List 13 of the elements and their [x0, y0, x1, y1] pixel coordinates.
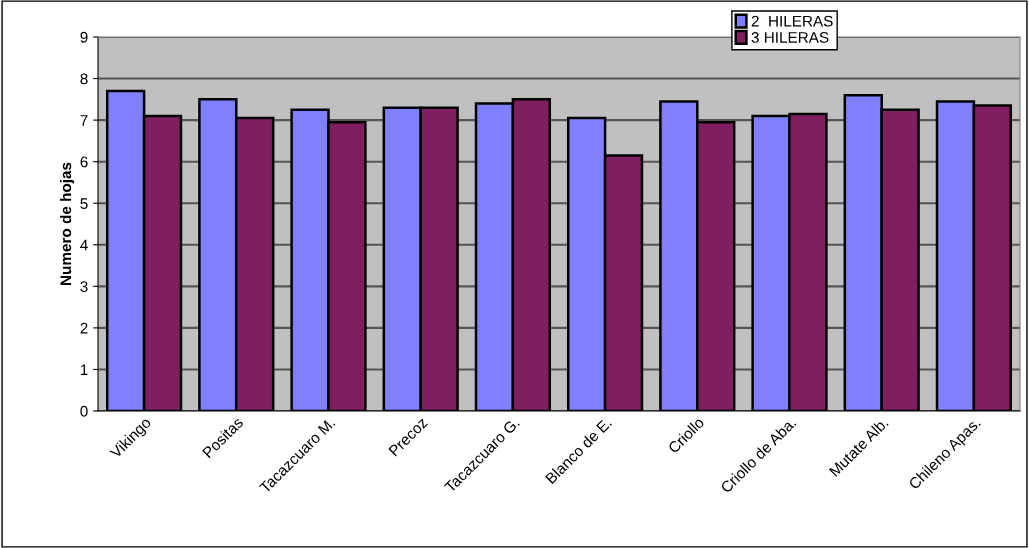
y-axis-title: Numero de hojas — [59, 162, 75, 285]
y-tick-label: 0 — [80, 405, 88, 417]
y-tick-label: 1 — [80, 364, 88, 375]
y-tick-label: 8 — [80, 73, 88, 85]
y-tick-label: 7 — [80, 115, 88, 126]
y-tick-label: 4 — [80, 239, 88, 251]
y-tick-label: 9 — [80, 31, 88, 43]
legend-label: 2 HILERAS — [751, 15, 833, 27]
legend-label: 3 HILERAS — [751, 32, 829, 43]
y-tick-label: 2 — [80, 322, 88, 334]
y-tick-label: 6 — [80, 156, 88, 168]
y-tick-label: 3 — [80, 281, 88, 293]
y-tick-label: 5 — [80, 198, 88, 209]
